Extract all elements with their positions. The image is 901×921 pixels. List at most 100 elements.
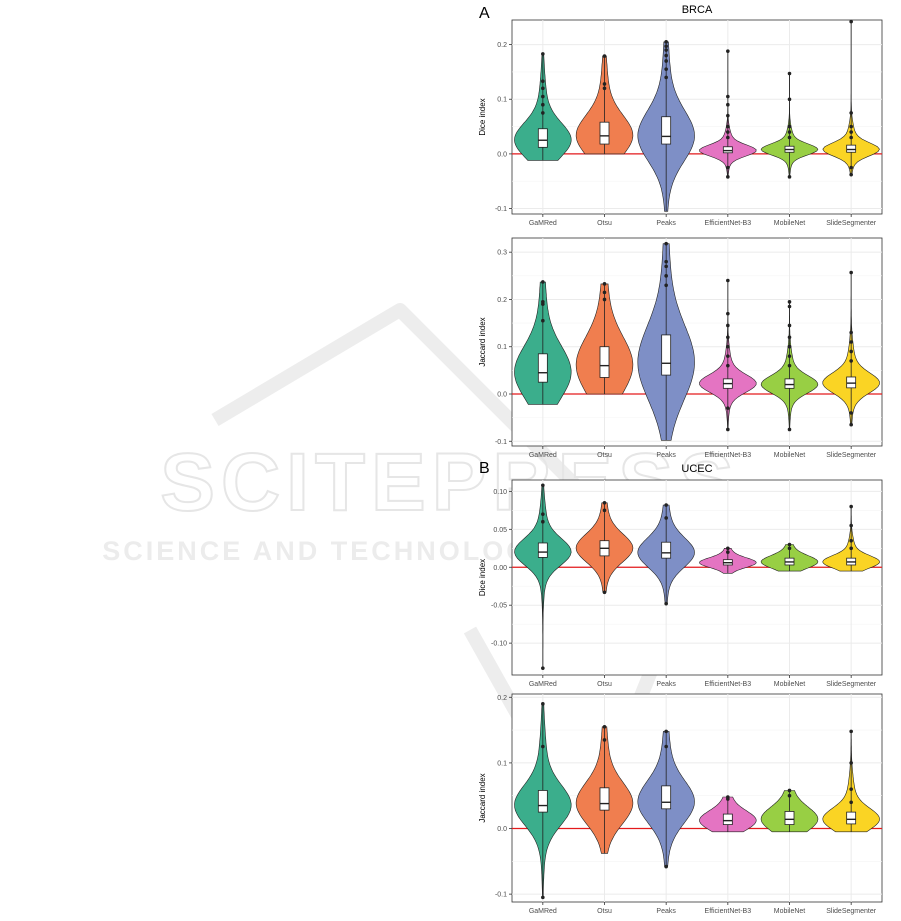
outlier-point	[726, 354, 730, 358]
outlier-point	[664, 48, 668, 52]
outlier-point	[664, 283, 668, 288]
outlier-point	[787, 344, 792, 349]
outlier-point	[664, 744, 668, 749]
outlier-point	[726, 94, 730, 99]
outlier-point	[787, 97, 792, 102]
outlier-point	[541, 744, 545, 749]
y-tick-label: 0.10	[493, 489, 507, 496]
outlier-point	[602, 297, 607, 302]
x-tick-label: Otsu	[597, 452, 612, 459]
outlier-point	[664, 264, 668, 269]
outlier-point	[849, 172, 853, 177]
x-tick-label: MobileNet	[774, 908, 806, 915]
outlier-point	[849, 729, 853, 734]
outlier-point	[664, 67, 668, 71]
outlier-point	[787, 135, 792, 140]
outlier-point	[664, 44, 668, 49]
x-tick-label: MobileNet	[774, 681, 806, 688]
outlier-point	[787, 71, 792, 76]
outlier-point	[541, 318, 545, 323]
outlier-point	[849, 111, 853, 115]
outlier-point	[849, 411, 853, 415]
outlier-point	[726, 278, 730, 283]
y-tick-label: 0.0	[497, 151, 507, 158]
outlier-point	[664, 516, 668, 520]
y-tick-label: 0.05	[493, 527, 507, 534]
box-iqr	[846, 376, 857, 389]
outlier-point	[726, 135, 730, 140]
outlier-point	[849, 330, 853, 335]
outlier-point	[787, 546, 792, 551]
y-tick-label: 0.3	[497, 250, 507, 257]
plot-panel	[511, 237, 883, 447]
outlier-point	[726, 165, 730, 170]
outlier-point	[664, 259, 668, 264]
box-iqr	[846, 144, 857, 153]
chart-title-ucec: UCEC	[681, 463, 713, 475]
chart-ucec-dice: -0.10 -0.05 0.00 0.05 0.10 GaMRed Otsu Peaks Eff…	[478, 479, 883, 688]
outlier-point	[787, 542, 792, 547]
box-iqr	[661, 785, 672, 810]
x-tick-label: MobileNet	[774, 452, 806, 459]
x-tick-label: EfficientNet-B3	[705, 681, 752, 688]
outlier-point	[541, 895, 545, 900]
outlier-point	[849, 165, 853, 170]
panel-a-letter: A	[479, 5, 490, 22]
outlier-point	[787, 130, 792, 134]
outlier-point	[541, 86, 545, 91]
outlier-point	[787, 304, 792, 309]
box-iqr	[784, 378, 795, 389]
outlier-point	[726, 323, 730, 328]
outlier-point	[541, 483, 545, 488]
outlier-point	[849, 340, 853, 344]
outlier-point	[787, 323, 792, 328]
outlier-point	[849, 538, 853, 543]
box-iqr	[722, 146, 733, 154]
outlier-point	[664, 503, 668, 507]
box-iqr	[537, 128, 548, 148]
x-tick-label: SlideSegmenter	[826, 681, 876, 688]
y-axis-label: Jaccard index	[478, 317, 487, 366]
outlier-point	[541, 666, 545, 670]
outlier-point	[602, 738, 607, 742]
y-tick-label: 0.2	[497, 695, 507, 702]
outlier-point	[726, 130, 730, 134]
plot-panel	[511, 19, 883, 215]
outlier-point	[849, 422, 853, 427]
box-iqr	[599, 346, 610, 378]
y-tick-label: 0.0	[497, 392, 507, 399]
outlier-point	[602, 86, 607, 91]
outlier-point	[787, 300, 792, 304]
outlier-point	[849, 130, 853, 134]
outlier-point	[726, 550, 730, 554]
x-tick-label: Otsu	[597, 908, 612, 915]
outlier-point	[787, 335, 792, 340]
outlier-point	[602, 282, 607, 286]
plot-panel	[511, 693, 883, 903]
outlier-point	[541, 52, 545, 56]
y-tick-label: 0.1	[497, 344, 507, 351]
outlier-point	[602, 290, 607, 295]
outlier-point	[726, 175, 730, 179]
outlier-point	[726, 795, 730, 799]
chart-brca-dice: -0.1 0.0 0.1 0.2 GaMRed Otsu Peaks EfficientNet…	[478, 19, 883, 227]
y-axis-label: Jaccard index	[478, 773, 487, 822]
outlier-point	[849, 19, 853, 24]
x-tick-label: GaMRed	[529, 452, 557, 459]
outlier-point	[849, 270, 853, 275]
x-tick-label: SlideSegmenter	[826, 908, 876, 915]
outlier-point	[664, 40, 668, 44]
outlier-point	[849, 546, 853, 551]
x-tick-label: SlideSegmenter	[826, 220, 876, 227]
outlier-point	[664, 274, 668, 278]
outlier-point	[541, 519, 545, 524]
box-iqr	[599, 787, 610, 811]
y-tick-label: -0.1	[495, 892, 507, 899]
outlier-point	[849, 761, 853, 765]
outlier-point	[726, 406, 730, 410]
outlier-point	[664, 864, 668, 869]
y-tick-label: 0.2	[497, 297, 507, 304]
outlier-point	[787, 354, 792, 358]
outlier-point	[664, 59, 668, 63]
outlier-point	[664, 729, 668, 734]
